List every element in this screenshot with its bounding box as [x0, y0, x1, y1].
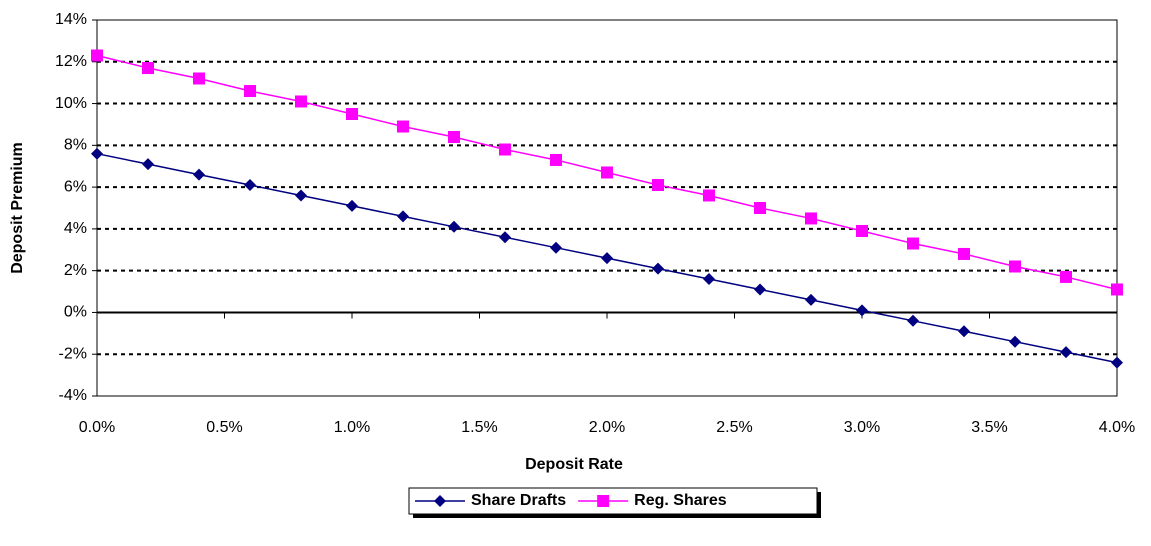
data-point: [346, 199, 358, 212]
y-tick-label: 14%: [55, 11, 87, 28]
data-point: [91, 49, 103, 62]
data-point: [550, 153, 562, 166]
y-tick-label: 12%: [55, 53, 87, 70]
data-point: [295, 95, 307, 108]
data-point: [1111, 356, 1123, 369]
data-point: [193, 72, 205, 85]
data-point: [244, 179, 256, 192]
data-point: [754, 202, 766, 214]
legend-marker: [597, 495, 610, 507]
data-point: [142, 158, 154, 171]
data-point: [244, 85, 256, 98]
data-point: [652, 179, 664, 192]
y-tick-label: -4%: [59, 387, 87, 404]
y-tick-label: 0%: [64, 304, 87, 321]
data-point: [958, 325, 970, 338]
data-point: [499, 231, 511, 244]
data-point: [754, 283, 766, 296]
data-point: [1009, 260, 1021, 273]
legend-label: Share Drafts: [471, 492, 566, 509]
data-point: [448, 130, 460, 143]
data-point: [703, 273, 715, 286]
data-point: [703, 189, 715, 202]
data-point: [295, 189, 307, 202]
data-point: [91, 147, 103, 160]
data-point: [601, 166, 613, 179]
data-point: [652, 262, 664, 275]
legend-marker: [434, 495, 446, 507]
data-point: [1009, 335, 1021, 348]
data-point: [1060, 346, 1072, 359]
data-point: [1111, 283, 1123, 296]
x-tick-label: 2.5%: [716, 419, 752, 436]
x-tick-label: 2.0%: [589, 419, 625, 436]
data-point: [1060, 270, 1072, 283]
y-axis-title: Deposit Premium: [9, 142, 26, 274]
x-tick-label: 3.5%: [971, 419, 1007, 436]
data-point: [907, 237, 919, 250]
y-tick-label: 4%: [64, 220, 87, 237]
x-tick-label: 0.5%: [206, 419, 242, 436]
data-point: [958, 247, 970, 260]
x-tick-label: 1.5%: [461, 419, 497, 436]
y-tick-label: 6%: [64, 178, 87, 195]
data-point: [448, 220, 460, 233]
x-tick-label: 0.0%: [79, 419, 115, 436]
data-point: [550, 241, 562, 254]
data-point: [601, 252, 613, 265]
y-tick-label: 10%: [55, 95, 87, 112]
x-axis-title: Deposit Rate: [525, 456, 623, 473]
data-point: [397, 210, 409, 223]
x-tick-label: 4.0%: [1099, 419, 1135, 436]
data-point: [856, 304, 868, 317]
plot-area: [96, 19, 1118, 397]
data-point: [346, 108, 358, 120]
data-point: [193, 168, 205, 181]
data-point: [805, 212, 817, 225]
data-point: [907, 314, 919, 327]
y-tick-label: 2%: [64, 262, 87, 279]
x-tick-label: 1.0%: [334, 419, 370, 436]
data-point: [499, 143, 511, 156]
data-point: [805, 293, 817, 306]
data-point: [397, 120, 409, 133]
data-point: [142, 62, 154, 75]
y-tick-label: 8%: [64, 137, 87, 154]
legend-label: Reg. Shares: [634, 492, 727, 509]
x-tick-label: 3.0%: [844, 419, 880, 436]
data-point: [856, 224, 868, 237]
y-tick-label: -2%: [59, 345, 87, 362]
